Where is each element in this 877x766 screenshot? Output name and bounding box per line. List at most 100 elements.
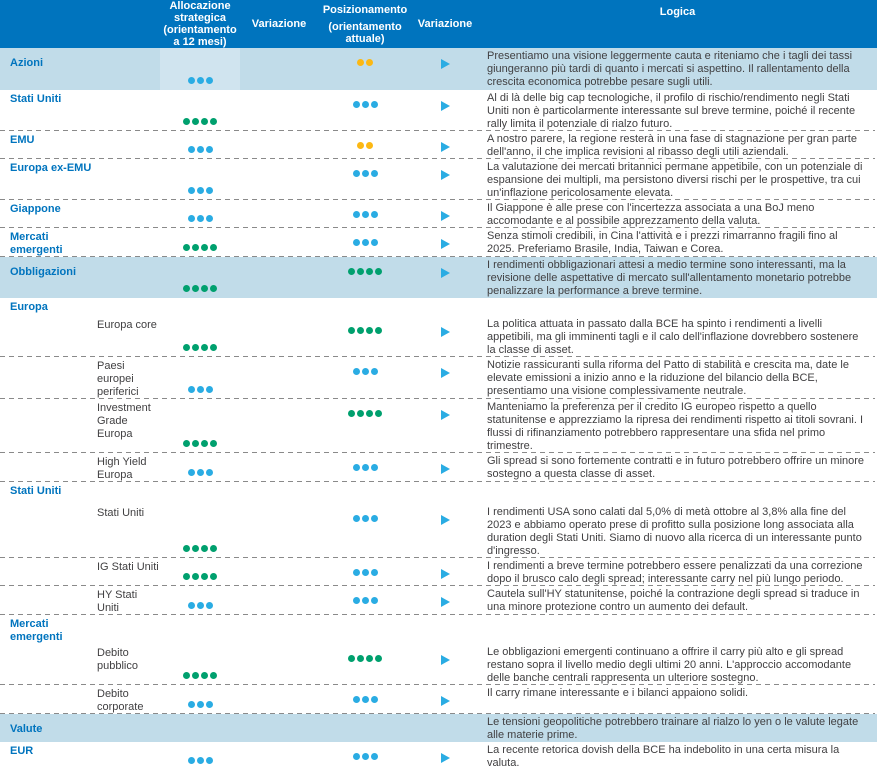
variation-after-cell (412, 298, 478, 316)
logic-text: La valutazione dei mercati britannici pe… (487, 161, 863, 199)
logic-text: La politica attuata in passato dalla BCE… (487, 318, 859, 356)
variation-before-cell (240, 257, 318, 298)
variation-after-cell (412, 90, 478, 131)
green-dot-icon (210, 573, 217, 580)
table-body: Azioni Presentiamo una visione leggermen… (0, 48, 877, 766)
cyan-dot-icon (352, 597, 360, 604)
strategic-allocation-cell (160, 615, 240, 644)
table-row: Obbligazioni I rendimenti obbligazionari… (0, 257, 877, 298)
green-dot-icon (348, 268, 355, 275)
table-row: IG Stati Uniti I rendimenti a breve term… (0, 558, 877, 586)
cyan-dot-icon (352, 211, 360, 218)
header-variation-2: Variazione (417, 18, 473, 30)
triangle-right-icon (440, 696, 450, 706)
cyan-dot-icon (352, 368, 360, 375)
rating-dots (352, 101, 378, 108)
logic-cell: Senza stimoli credibili, in Cina l'attiv… (478, 228, 877, 257)
row-label-cell: Investment Grade Europa (0, 399, 160, 453)
table-header: Allocazione strategica (orientamento a 1… (0, 0, 877, 48)
strategic-allocation-cell (160, 685, 240, 714)
variation-after-cell (412, 357, 478, 399)
cyan-dot-icon (370, 515, 378, 522)
table-row: Mercati emergenti Senza stimoli credibil… (0, 228, 877, 257)
rating-dots (183, 545, 217, 552)
rating-dots (352, 515, 378, 522)
green-dot-icon (210, 344, 217, 351)
cyan-dot-icon (187, 215, 195, 222)
header-strategic-allocation: Allocazione strategica (orientamento a 1… (160, 0, 240, 48)
current-positioning-cell (318, 200, 412, 228)
variation-after-cell (412, 399, 478, 453)
cyan-dot-icon (187, 77, 195, 84)
logic-cell: A nostro parere, la regione resterà in u… (478, 131, 877, 159)
green-dot-icon (366, 655, 373, 662)
variation-before-cell (240, 298, 318, 316)
current-positioning-cell (318, 298, 412, 316)
row-label-cell: Mercati emergenti (0, 615, 160, 644)
rating-dots (183, 244, 217, 251)
cyan-dot-icon (196, 602, 204, 609)
triangle-right-icon (440, 368, 450, 378)
green-dot-icon (375, 268, 382, 275)
strategic-allocation-cell (160, 558, 240, 586)
cyan-dot-icon (361, 239, 369, 246)
cyan-dot-icon (352, 464, 360, 471)
rating-dots (187, 187, 213, 194)
rating-dots (348, 410, 382, 417)
strategic-allocation-cell (160, 482, 240, 504)
header-strategic-title: Allocazione strategica (169, 0, 231, 24)
green-dot-icon (375, 327, 382, 334)
row-label: Azioni (10, 57, 43, 69)
rating-dots (352, 170, 378, 177)
variation-after-cell (412, 159, 478, 200)
green-dot-icon (375, 655, 382, 662)
green-dot-icon (357, 268, 364, 275)
row-label-cell: HY Stati Uniti (0, 586, 160, 615)
current-positioning-cell (318, 48, 412, 90)
current-positioning-cell (318, 482, 412, 504)
row-label: Mercati emergenti (10, 618, 63, 643)
cyan-dot-icon (196, 757, 204, 764)
variation-after-cell (412, 685, 478, 714)
rating-dots (352, 464, 378, 471)
green-dot-icon (357, 327, 364, 334)
table-row: Mercati emergenti (0, 615, 877, 644)
logic-text: Notizie rassicuranti sulla riforma del P… (487, 359, 849, 397)
variation-before-cell (240, 504, 318, 558)
logic-text: Le tensioni geopolitiche potrebbero trai… (487, 716, 859, 741)
table-row: High Yield Europa Gli spread si sono for… (0, 453, 877, 482)
green-dot-icon (183, 440, 190, 447)
logic-cell: I rendimenti a breve termine potrebbero … (478, 558, 877, 586)
current-positioning-cell (318, 159, 412, 200)
cyan-dot-icon (361, 597, 369, 604)
cyan-dot-icon (187, 146, 195, 153)
row-label: Mercati emergenti (10, 231, 63, 256)
rating-dots (357, 142, 373, 149)
cyan-dot-icon (370, 569, 378, 576)
variation-before-cell (240, 586, 318, 615)
table-row: Stati Uniti Al di là delle big cap tecno… (0, 90, 877, 131)
triangle-right-icon (440, 142, 450, 152)
current-positioning-cell (318, 714, 412, 742)
strategic-allocation-cell (160, 316, 240, 357)
current-positioning-cell (318, 685, 412, 714)
current-positioning-cell (318, 131, 412, 159)
logic-text: Manteniamo la preferenza per il credito … (487, 401, 864, 452)
green-dot-icon (348, 410, 355, 417)
variation-before-cell (240, 48, 318, 90)
cyan-dot-icon (352, 239, 360, 246)
table-row: Azioni Presentiamo una visione leggermen… (0, 48, 877, 90)
header-strategic-subtitle: (orientamento a 12 mesi) (163, 24, 237, 48)
logic-cell: La politica attuata in passato dalla BCE… (478, 316, 877, 357)
row-label: High Yield Europa (97, 456, 147, 481)
green-dot-icon (375, 410, 382, 417)
cyan-dot-icon (352, 696, 360, 703)
row-label: Investment Grade Europa (97, 402, 151, 440)
rating-dots (183, 285, 217, 292)
rating-dots (183, 118, 217, 125)
table-row: HY Stati Uniti Cautela sull'HY statunite… (0, 586, 877, 615)
logic-text: Senza stimoli credibili, in Cina l'attiv… (487, 230, 838, 255)
green-dot-icon (201, 285, 208, 292)
row-label-cell: EMU (0, 131, 160, 159)
strategic-allocation-cell (160, 714, 240, 742)
